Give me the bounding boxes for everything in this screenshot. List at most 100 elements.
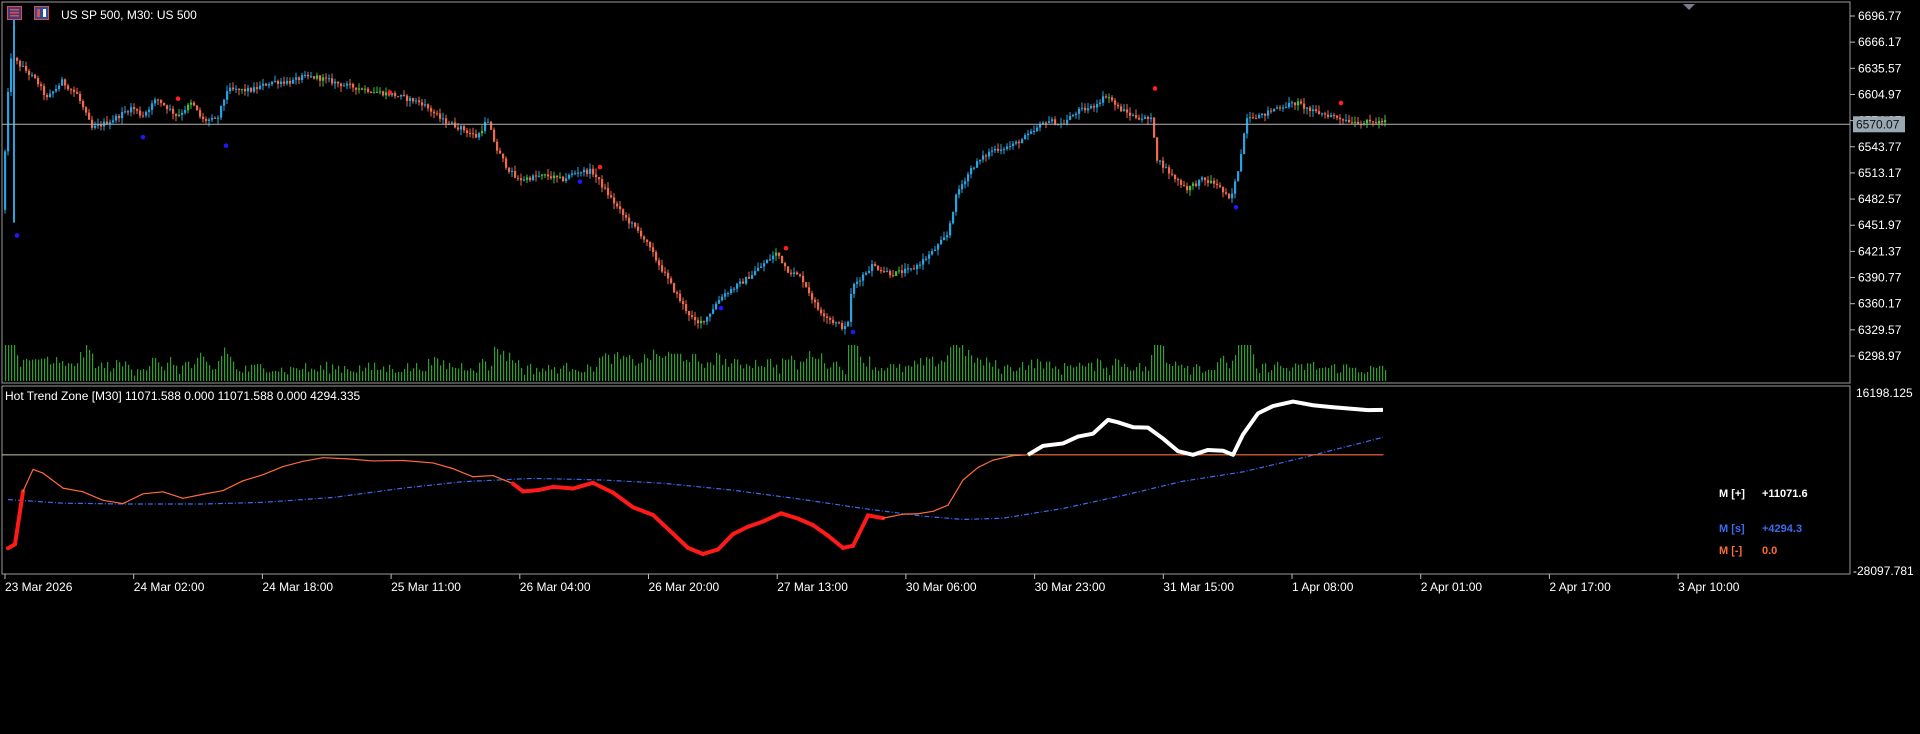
candle-body (1087, 108, 1089, 110)
volume-bar (338, 366, 339, 381)
object-list-icon[interactable] (34, 6, 49, 20)
candle-body (79, 94, 81, 101)
volume-bar (647, 358, 648, 381)
volume-bar (818, 359, 819, 381)
candle-body (121, 112, 123, 118)
candle-body (421, 102, 423, 105)
volume-histogram (5, 345, 1386, 381)
fractal-low-marker (1234, 205, 1239, 210)
candle-body (1159, 161, 1161, 162)
candle-body (970, 168, 972, 174)
volume-bar (1148, 371, 1149, 381)
volume-bar (329, 374, 330, 381)
volume-bar (371, 370, 372, 381)
volume-bar (686, 360, 687, 381)
volume-bar (1193, 367, 1194, 381)
series-m-minus-segment (613, 493, 633, 508)
series-m-minus-segment (573, 483, 593, 489)
volume-bar (836, 361, 837, 381)
candle-body (124, 111, 126, 112)
series-m-minus-segment (763, 513, 781, 521)
volume-bar (1316, 370, 1317, 381)
volume-bar (1298, 365, 1299, 381)
candle-body (1309, 108, 1311, 112)
volume-bar (62, 361, 63, 381)
candle-body (862, 275, 864, 281)
series-m-minus-segment (718, 534, 733, 549)
candle-body (886, 271, 888, 272)
candle-body (547, 174, 549, 176)
candle-body (901, 270, 903, 273)
volume-bar (674, 354, 675, 381)
candle-body (700, 321, 702, 323)
volume-bar (458, 369, 459, 381)
volume-bar (356, 372, 357, 381)
candle-body (163, 103, 165, 105)
candle-body (1264, 114, 1266, 116)
y-tick-label: 6635.57 (1858, 61, 1902, 75)
candle-body (1066, 120, 1068, 124)
volume-bar (959, 348, 960, 381)
candle-body (1267, 111, 1269, 116)
candle-body (781, 256, 783, 263)
volume-bar (614, 354, 615, 381)
candle-body (1021, 139, 1023, 143)
volume-bar (272, 371, 273, 381)
volume-bar (59, 363, 60, 381)
candle-body (100, 125, 102, 127)
fractal-low-marker (851, 330, 856, 335)
candle-body (739, 282, 741, 284)
candle-body (37, 78, 39, 84)
volume-bar (782, 358, 783, 381)
candle-body (217, 118, 219, 119)
volume-bar (1007, 365, 1008, 381)
candle-body (919, 265, 921, 266)
volume-bar (866, 367, 867, 381)
candle-body (1246, 118, 1248, 133)
candle-body (175, 114, 177, 116)
volume-bar (164, 370, 165, 381)
candle-body (688, 311, 690, 315)
volume-bar (146, 370, 147, 381)
candle-body (382, 91, 384, 95)
candle-body (1000, 150, 1002, 151)
volume-bar (1385, 370, 1386, 381)
volume-bar (1346, 364, 1347, 381)
volume-bar (47, 357, 48, 381)
candle-body (1150, 118, 1152, 120)
candle-body (1300, 101, 1302, 103)
volume-bar (1136, 367, 1137, 381)
volume-bar (317, 371, 318, 381)
series-m-minus-segment (978, 460, 993, 467)
candle-body (1027, 134, 1029, 135)
volume-bar (521, 368, 522, 381)
volume-bar (884, 371, 885, 381)
volume-bar (200, 353, 201, 381)
volume-bar (1187, 366, 1188, 381)
candle-body (520, 178, 522, 180)
volume-bar (1037, 359, 1038, 381)
volume-bar (1034, 368, 1035, 381)
volume-bar (506, 361, 507, 381)
candle-body (1330, 115, 1332, 117)
candle-body (775, 253, 777, 256)
volume-bar (797, 370, 798, 381)
candle-body (499, 151, 501, 154)
series-m-minus-segment (403, 461, 433, 463)
candle-body (367, 89, 369, 92)
volume-bar (1046, 362, 1047, 381)
volume-bar (1256, 368, 1257, 381)
candle-body (517, 178, 519, 179)
indicator-list-icon[interactable] (7, 6, 22, 20)
volume-bar (947, 355, 948, 381)
candle-body (232, 88, 234, 90)
volume-bar (1205, 371, 1206, 381)
candle-body (1189, 186, 1191, 190)
candle-body (1030, 131, 1032, 133)
volume-bar (1364, 374, 1365, 381)
volume-bar (1022, 362, 1023, 381)
candle-body (1381, 121, 1383, 122)
candle-body (889, 271, 891, 275)
volume-bar (1253, 354, 1254, 381)
volume-bar (308, 372, 309, 381)
